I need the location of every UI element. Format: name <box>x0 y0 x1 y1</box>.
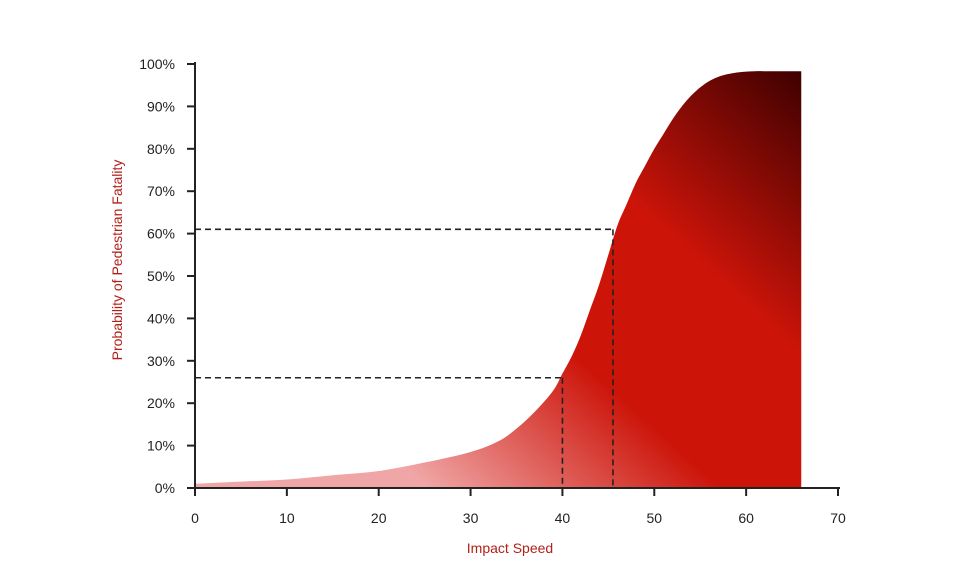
y-tick-label: 20% <box>147 395 175 411</box>
fatality-area-series <box>195 71 802 488</box>
x-tick-label: 0 <box>191 510 199 526</box>
x-tick-label: 20 <box>371 510 387 526</box>
x-tick-label: 60 <box>738 510 754 526</box>
x-tick-label: 50 <box>646 510 662 526</box>
x-tick-label: 70 <box>830 510 846 526</box>
x-tick-label: 40 <box>555 510 571 526</box>
y-tick-label: 10% <box>147 438 175 454</box>
y-axis-title: Probability of Pedestrian Fatality <box>109 160 125 361</box>
x-tick-label: 10 <box>279 510 295 526</box>
y-tick-label: 60% <box>147 226 175 242</box>
y-tick-label: 90% <box>147 98 175 114</box>
x-tick-label: 30 <box>463 510 479 526</box>
y-tick-label: 100% <box>139 56 175 72</box>
y-tick-label: 70% <box>147 183 175 199</box>
y-tick-label: 80% <box>147 141 175 157</box>
y-tick-label: 0% <box>155 480 175 496</box>
y-tick-label: 40% <box>147 310 175 326</box>
y-tick-label: 50% <box>147 268 175 284</box>
x-axis-title: Impact Speed <box>467 540 553 556</box>
y-tick-label: 30% <box>147 353 175 369</box>
